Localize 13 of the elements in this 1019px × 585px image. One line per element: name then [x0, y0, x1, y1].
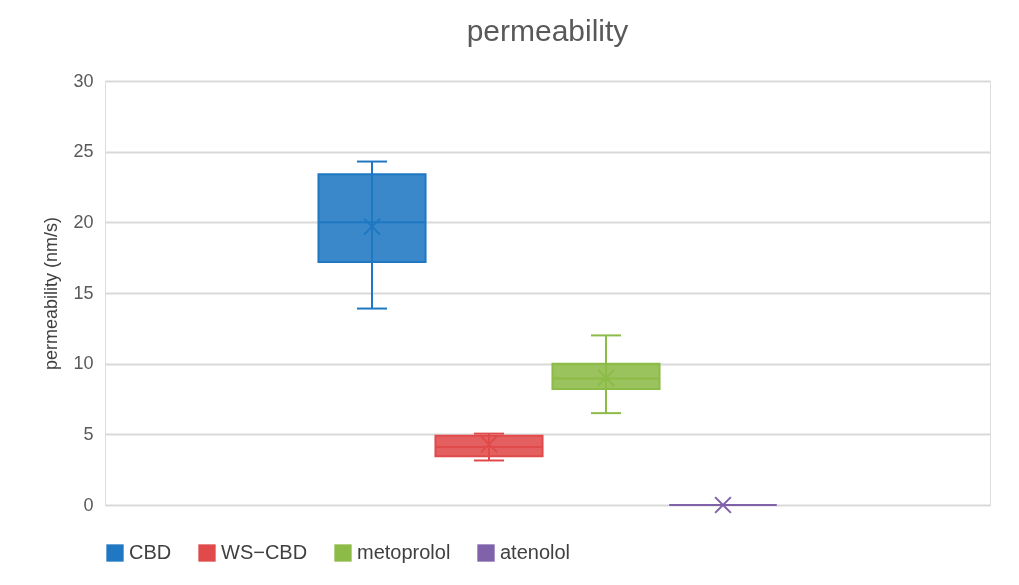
- y-tick-label: 0: [83, 494, 94, 515]
- legend-label: WS−CBD: [221, 541, 308, 563]
- y-tick-label: 15: [73, 282, 94, 303]
- y-tick-label: 25: [73, 141, 94, 162]
- y-tick-label: 10: [73, 353, 94, 374]
- y-tick-label: 30: [73, 70, 94, 91]
- legend-label: atenolol: [500, 541, 571, 563]
- legend-label: CBD: [129, 541, 172, 563]
- y-tick-label: 5: [83, 423, 94, 444]
- y-tick-label: 20: [73, 211, 94, 232]
- y-axis-title: permeability (nm/s): [41, 216, 62, 371]
- legend-label: metoprolol: [357, 541, 451, 563]
- chart-title: permeability: [466, 14, 629, 47]
